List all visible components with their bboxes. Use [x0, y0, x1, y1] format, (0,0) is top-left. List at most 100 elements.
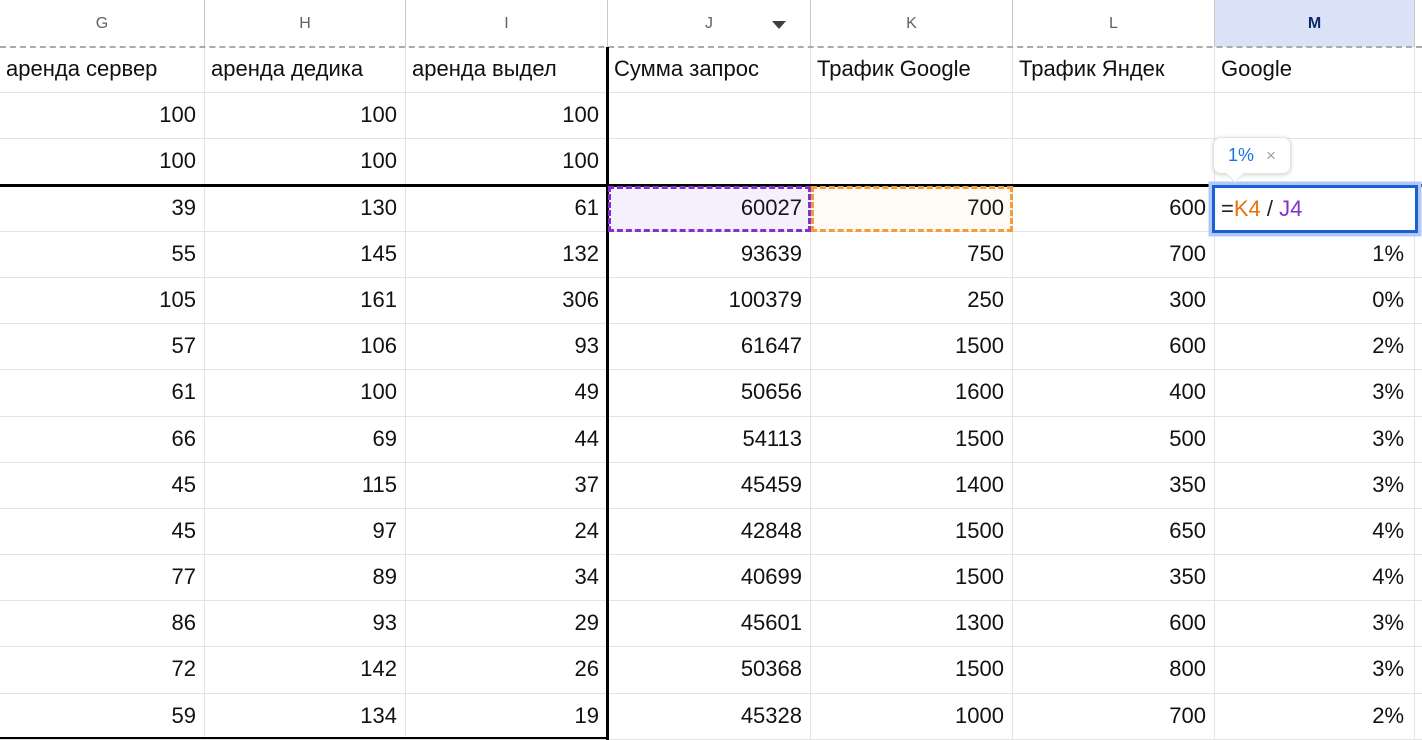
cell-J4[interactable]: 60027 — [608, 185, 811, 232]
cell-J7[interactable]: 61647 — [608, 324, 811, 371]
cell-H15[interactable]: 134 — [205, 693, 406, 740]
cell-L12[interactable]: 350 — [1013, 555, 1215, 602]
column-header-I[interactable]: I — [406, 0, 608, 47]
cell-K13[interactable]: 1300 — [811, 601, 1013, 648]
cell-L8[interactable]: 400 — [1013, 370, 1215, 417]
cell-H7[interactable]: 106 — [205, 324, 406, 371]
cell-J12[interactable]: 40699 — [608, 555, 811, 602]
cell-G15[interactable]: 59 — [0, 693, 205, 740]
cell-I14[interactable]: 26 — [406, 647, 608, 694]
cell-K9[interactable]: 1500 — [811, 416, 1013, 463]
cell-M9[interactable]: 3% — [1215, 416, 1415, 463]
cell-M12[interactable]: 4% — [1215, 555, 1415, 602]
cell-G4[interactable]: 39 — [0, 185, 205, 232]
cell-M5[interactable]: 1% — [1215, 231, 1415, 278]
cell-G8[interactable]: 61 — [0, 370, 205, 417]
cell-J10[interactable]: 45459 — [608, 462, 811, 509]
cell-I7[interactable]: 93 — [406, 324, 608, 371]
cell-G11[interactable]: 45 — [0, 508, 205, 556]
column-header-L[interactable]: L — [1013, 0, 1215, 47]
cell-I2[interactable]: 100 — [406, 93, 608, 140]
cell-I5[interactable]: 132 — [406, 231, 608, 278]
cell-H14[interactable]: 142 — [205, 647, 406, 694]
column-header-H[interactable]: H — [205, 0, 406, 47]
cell-I15[interactable]: 19 — [406, 693, 608, 740]
close-icon[interactable]: × — [1266, 145, 1276, 165]
cell-M15[interactable]: 2% — [1215, 693, 1415, 740]
cell-K1[interactable]: Трафик Google — [811, 47, 1013, 94]
cell-J9[interactable]: 54113 — [608, 416, 811, 463]
cell-L1[interactable]: Трафик Яндек — [1013, 47, 1215, 94]
cell-G14[interactable]: 72 — [0, 647, 205, 694]
cell-K6[interactable]: 250 — [811, 277, 1013, 325]
cell-H8[interactable]: 100 — [205, 370, 406, 417]
cell-J15[interactable]: 45328 — [608, 693, 811, 740]
cell-L3[interactable] — [1013, 139, 1215, 186]
cell-J2[interactable] — [608, 93, 811, 140]
cell-G6[interactable]: 105 — [0, 277, 205, 325]
cell-G1[interactable]: аренда сервер — [0, 47, 205, 94]
cell-G7[interactable]: 57 — [0, 324, 205, 371]
cell-K5[interactable]: 750 — [811, 231, 1013, 278]
cell-H3[interactable]: 100 — [205, 139, 406, 186]
cell-L9[interactable]: 500 — [1013, 416, 1215, 463]
cell-L4[interactable]: 600 — [1013, 185, 1215, 232]
cell-G13[interactable]: 86 — [0, 601, 205, 648]
cell-G10[interactable]: 45 — [0, 462, 205, 509]
active-cell-formula-editor[interactable]: = K4 / J4 — [1212, 184, 1418, 233]
cell-L14[interactable]: 800 — [1013, 647, 1215, 694]
cell-L2[interactable] — [1013, 93, 1215, 140]
cell-H4[interactable]: 130 — [205, 185, 406, 232]
cell-M6[interactable]: 0% — [1215, 277, 1415, 325]
cell-J13[interactable]: 45601 — [608, 601, 811, 648]
cell-M10[interactable]: 3% — [1215, 462, 1415, 509]
cell-H6[interactable]: 161 — [205, 277, 406, 325]
cell-G9[interactable]: 66 — [0, 416, 205, 463]
cell-K7[interactable]: 1500 — [811, 324, 1013, 371]
cell-H11[interactable]: 97 — [205, 508, 406, 556]
cell-L11[interactable]: 650 — [1013, 508, 1215, 556]
cell-J5[interactable]: 93639 — [608, 231, 811, 278]
cell-L7[interactable]: 600 — [1013, 324, 1215, 371]
cell-K15[interactable]: 1000 — [811, 693, 1013, 740]
column-header-J[interactable]: J — [608, 0, 811, 47]
cell-M11[interactable]: 4% — [1215, 508, 1415, 556]
cell-M2[interactable] — [1215, 93, 1415, 140]
cell-J8[interactable]: 50656 — [608, 370, 811, 417]
cell-J11[interactable]: 42848 — [608, 508, 811, 556]
cell-K10[interactable]: 1400 — [811, 462, 1013, 509]
cell-I13[interactable]: 29 — [406, 601, 608, 648]
cell-I10[interactable]: 37 — [406, 462, 608, 509]
cell-I4[interactable]: 61 — [406, 185, 608, 232]
cell-H1[interactable]: аренда дедика — [205, 47, 406, 94]
cell-M8[interactable]: 3% — [1215, 370, 1415, 417]
cell-I6[interactable]: 306 — [406, 277, 608, 325]
cell-H9[interactable]: 69 — [205, 416, 406, 463]
cell-K3[interactable] — [811, 139, 1013, 186]
cell-L5[interactable]: 700 — [1013, 231, 1215, 278]
cell-M7[interactable]: 2% — [1215, 324, 1415, 371]
cell-M1[interactable]: Google — [1215, 47, 1415, 94]
cell-G5[interactable]: 55 — [0, 231, 205, 278]
cell-J1[interactable]: Сумма запрос — [608, 47, 811, 94]
cell-G12[interactable]: 77 — [0, 555, 205, 602]
column-header-K[interactable]: K — [811, 0, 1013, 47]
cell-I9[interactable]: 44 — [406, 416, 608, 463]
cell-K14[interactable]: 1500 — [811, 647, 1013, 694]
cell-H13[interactable]: 93 — [205, 601, 406, 648]
column-dropdown-arrow-icon[interactable] — [772, 20, 786, 29]
cell-K12[interactable]: 1500 — [811, 555, 1013, 602]
column-header-G[interactable]: G — [0, 0, 205, 47]
cell-I8[interactable]: 49 — [406, 370, 608, 417]
cell-J14[interactable]: 50368 — [608, 647, 811, 694]
cell-H10[interactable]: 115 — [205, 462, 406, 509]
cell-K8[interactable]: 1600 — [811, 370, 1013, 417]
cell-L13[interactable]: 600 — [1013, 601, 1215, 648]
cell-I3[interactable]: 100 — [406, 139, 608, 186]
cell-G3[interactable]: 100 — [0, 139, 205, 186]
cell-L15[interactable]: 700 — [1013, 693, 1215, 740]
cell-L6[interactable]: 300 — [1013, 277, 1215, 325]
cell-H12[interactable]: 89 — [205, 555, 406, 602]
cell-I1[interactable]: аренда выдел — [406, 47, 608, 94]
cell-G2[interactable]: 100 — [0, 93, 205, 140]
